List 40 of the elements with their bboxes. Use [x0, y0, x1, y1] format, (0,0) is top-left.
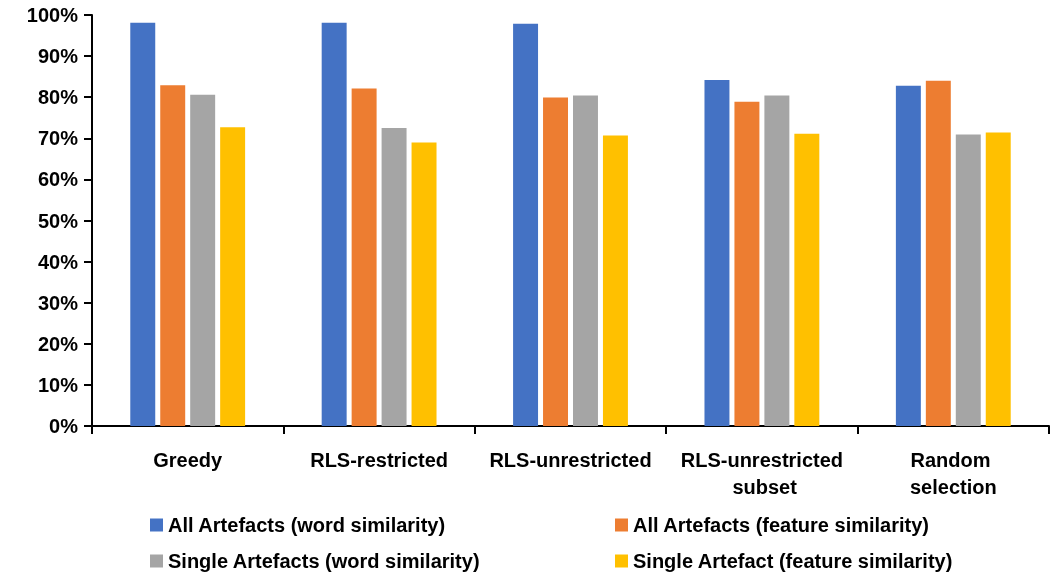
x-tick-label: RLS-unrestricted — [489, 448, 652, 471]
bar — [602, 135, 628, 426]
y-tick-label: 0% — [49, 415, 79, 437]
y-tick-label: 40% — [37, 250, 79, 273]
bar — [573, 95, 598, 426]
legend-label: Single Artefacts (word similarity) — [168, 550, 480, 572]
bar — [351, 88, 377, 426]
x-tick-label: Random selection — [909, 448, 997, 498]
y-tick-label: 70% — [37, 127, 79, 150]
bar — [130, 22, 156, 426]
y-tick-label: 50% — [37, 209, 79, 232]
x-tick-label: RLS-restricted — [310, 448, 449, 471]
y-tick-label: 80% — [37, 86, 79, 109]
legend-label: Single Artefact (feature similarity) — [633, 550, 953, 572]
y-tick-label: 100% — [26, 4, 79, 26]
y-tick-label: 60% — [37, 168, 79, 191]
legend-label: All Artefacts (word similarity) — [168, 514, 446, 536]
y-tick-label: 20% — [37, 332, 79, 355]
bar — [321, 22, 347, 426]
y-tick-label: 30% — [37, 291, 79, 314]
bar — [381, 128, 407, 426]
bar — [160, 85, 186, 426]
y-tick-label: 10% — [37, 373, 79, 396]
bar — [190, 94, 216, 426]
bar — [794, 133, 820, 426]
x-tick-label: RLS-unrestricted subset — [680, 448, 844, 498]
bar — [411, 142, 437, 426]
bar — [985, 132, 1011, 426]
bar — [543, 97, 568, 426]
x-tick-label: Greedy — [153, 448, 224, 471]
y-tick-label: 90% — [37, 45, 79, 68]
bar — [734, 101, 760, 426]
bar — [220, 127, 246, 426]
legend-label: All Artefacts (feature similarity) — [633, 514, 930, 536]
bar — [764, 95, 790, 426]
bar — [513, 23, 539, 426]
bar — [704, 79, 730, 426]
bar — [925, 80, 951, 426]
bar — [895, 85, 921, 426]
bar — [955, 134, 981, 426]
